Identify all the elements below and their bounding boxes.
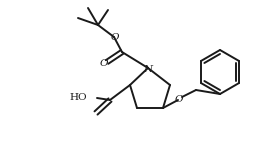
Text: O: O	[175, 95, 183, 104]
Text: O: O	[100, 58, 108, 67]
Text: O: O	[111, 33, 119, 42]
Text: N: N	[143, 64, 153, 73]
Text: HO: HO	[70, 93, 87, 102]
